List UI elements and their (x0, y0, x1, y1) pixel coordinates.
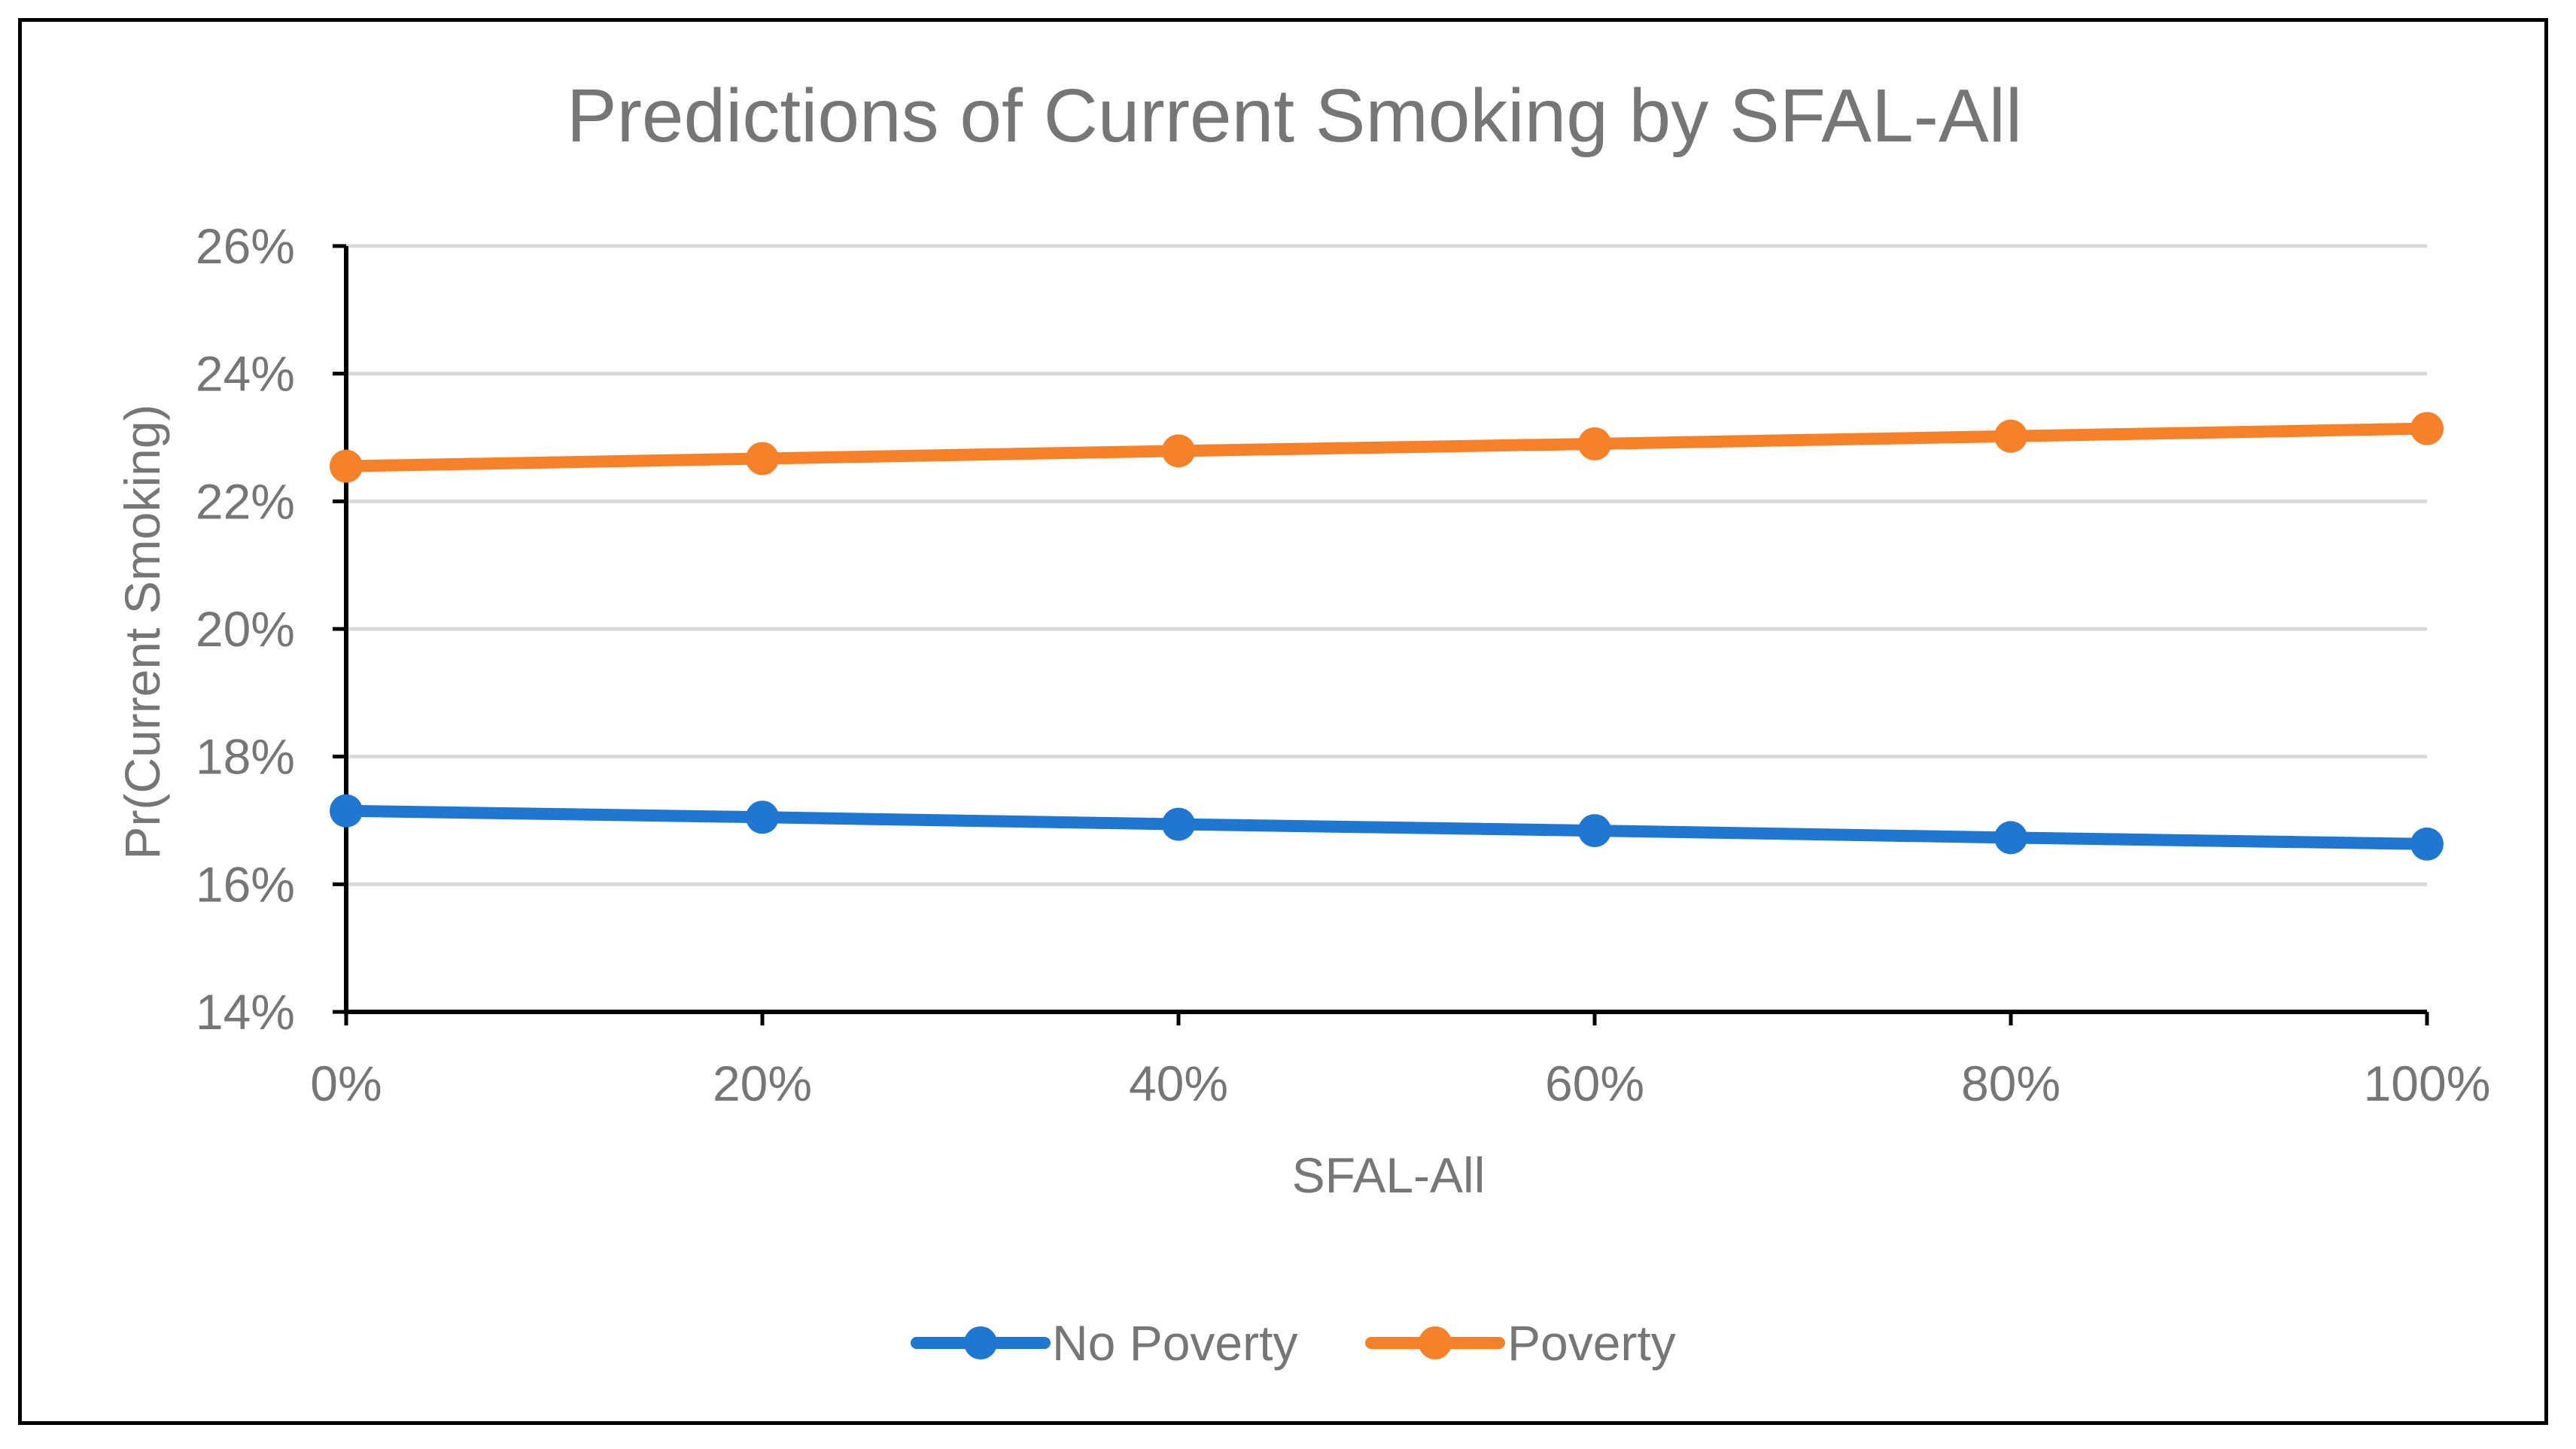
legend-swatch-marker (1419, 1326, 1452, 1359)
data-point-poverty (746, 442, 779, 475)
x-tick-label: 100% (2364, 1056, 2491, 1111)
series-line-poverty (340, 422, 2433, 472)
data-point-no-poverty (2410, 827, 2444, 861)
x-tick-label: 20% (713, 1056, 812, 1111)
data-point-poverty (330, 449, 363, 483)
data-point-poverty (1994, 419, 2027, 453)
data-point-no-poverty (746, 800, 779, 834)
data-point-poverty (1162, 434, 1195, 468)
chart-title: Predictions of Current Smoking by SFAL-A… (567, 74, 2022, 158)
data-point-no-poverty (330, 794, 363, 828)
y-axis-label: Pr(Current Smoking) (114, 404, 170, 859)
chart-frame (18, 18, 2548, 1425)
series-layer (330, 412, 2444, 861)
x-tick-label: 40% (1129, 1056, 1228, 1111)
y-tick-label: 18% (196, 729, 295, 785)
legend: No Poverty Poverty (911, 1315, 1676, 1371)
x-axis-label: SFAL-All (1292, 1147, 1486, 1203)
legend-item-no-poverty: No Poverty (911, 1315, 1297, 1371)
data-point-no-poverty (1994, 821, 2027, 855)
x-tick-label: 80% (1961, 1056, 2060, 1111)
y-tick-label: 22% (196, 473, 295, 529)
y-tick-label: 14% (196, 984, 295, 1040)
data-point-no-poverty (1578, 814, 1611, 848)
series-no-poverty (330, 794, 2444, 861)
y-axis-ticks: 14% 16% 18% 20% 22% 24% 26% (196, 218, 346, 1040)
series-poverty (330, 412, 2444, 483)
legend-item-poverty: Poverty (1365, 1315, 1676, 1371)
x-tick-label: 0% (310, 1056, 382, 1111)
legend-label: Poverty (1507, 1315, 1676, 1371)
x-axis-ticks: 0% 20% 40% 60% 80% 100% (310, 1012, 2490, 1111)
data-point-poverty (1578, 427, 1611, 460)
legend-swatch-marker (964, 1326, 997, 1359)
x-tick-label: 60% (1545, 1056, 1644, 1111)
data-point-no-poverty (1162, 807, 1195, 841)
y-tick-label: 16% (196, 856, 295, 912)
series-line-no-poverty (340, 804, 2433, 850)
gridlines (346, 244, 2427, 886)
y-tick-label: 20% (196, 601, 295, 657)
y-tick-label: 26% (196, 218, 295, 274)
data-point-poverty (2410, 412, 2444, 445)
legend-label: No Poverty (1052, 1315, 1297, 1371)
y-tick-label: 24% (196, 346, 295, 402)
